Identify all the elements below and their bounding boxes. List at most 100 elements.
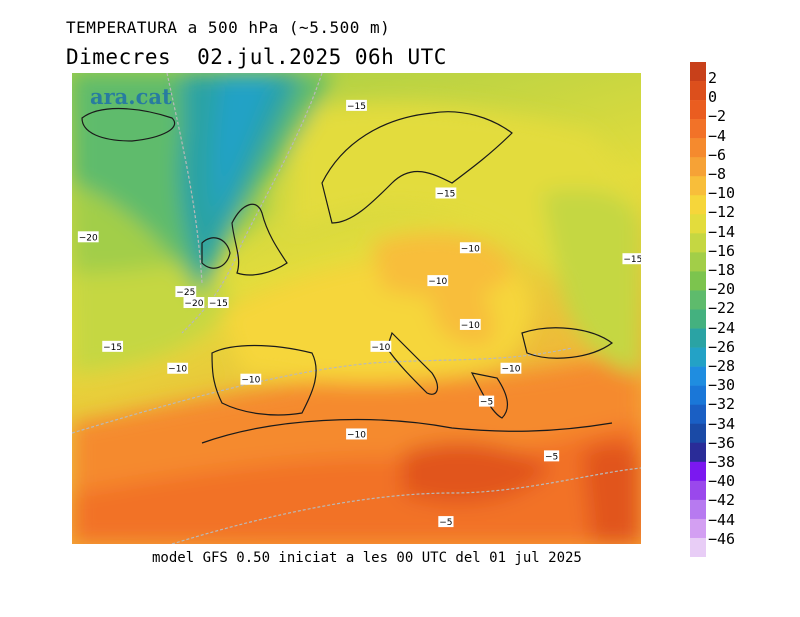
contour-label-text: −20 bbox=[184, 299, 203, 309]
contour-label: −25 bbox=[175, 286, 197, 298]
coast-italy bbox=[386, 331, 439, 395]
yellow-green-north bbox=[292, 102, 641, 313]
contour-label: −5 bbox=[543, 450, 560, 462]
contour-label-bg bbox=[543, 450, 560, 462]
contour-label: −15 bbox=[435, 187, 457, 199]
contour-label-bg bbox=[435, 187, 457, 199]
contour-label: −5 bbox=[478, 395, 495, 408]
contour-label-bg bbox=[427, 275, 449, 287]
legend-swatch bbox=[690, 119, 706, 139]
contour-label: −15 bbox=[346, 99, 367, 112]
coast-greece bbox=[470, 372, 509, 419]
map-title: TEMPERATURA a 500 hPa (~5.500 m) bbox=[66, 18, 391, 37]
legend-swatch bbox=[690, 62, 706, 82]
lime-east bbox=[542, 189, 641, 373]
legend-swatch bbox=[690, 518, 706, 539]
legend-label: −8 bbox=[708, 165, 727, 183]
contour-label-text: −15 bbox=[436, 189, 455, 199]
legend-label: −46 bbox=[708, 529, 736, 548]
legend-swatch bbox=[690, 404, 706, 425]
legend-swatch bbox=[690, 347, 706, 367]
legend-label: −34 bbox=[708, 414, 736, 433]
isotherm-m15 bbox=[181, 73, 323, 334]
contour-label-bg bbox=[240, 373, 262, 385]
contour-label-text: −10 bbox=[241, 376, 260, 386]
legend-swatch bbox=[690, 385, 706, 405]
contour-label-text: −15 bbox=[103, 343, 122, 353]
contour-label-bg bbox=[346, 99, 367, 111]
coast-iberia bbox=[211, 344, 317, 416]
contour-label: −10 bbox=[459, 318, 481, 331]
contour-label: −5 bbox=[438, 516, 454, 528]
contour-label-bg bbox=[459, 242, 481, 254]
aracat-logo: ara.cat bbox=[90, 84, 172, 109]
contour-label: −10 bbox=[167, 362, 189, 375]
coast-north-africa bbox=[201, 418, 613, 444]
legend-label: −20 bbox=[708, 280, 736, 299]
contour-label-text: −25 bbox=[176, 288, 195, 298]
contour-label-text: −15 bbox=[347, 102, 366, 112]
legend-swatch bbox=[690, 233, 706, 253]
contour-label-bg bbox=[622, 253, 641, 265]
legend-label: −30 bbox=[708, 376, 736, 395]
contour-label: −20 bbox=[77, 231, 99, 243]
isotherm-m5 bbox=[171, 467, 641, 544]
legend-swatch bbox=[690, 271, 706, 291]
coast-black-sea bbox=[521, 327, 614, 359]
contour-label: −15 bbox=[622, 253, 641, 265]
contour-label: −10 bbox=[346, 428, 367, 440]
legend-label: −16 bbox=[708, 241, 736, 260]
legend-swatch bbox=[690, 252, 706, 272]
contour-label-text: −10 bbox=[371, 343, 390, 353]
legend-label: −18 bbox=[708, 261, 736, 279]
contour-label-text: −10 bbox=[428, 277, 447, 287]
legend-swatch bbox=[690, 176, 706, 196]
contour-label-text: −5 bbox=[480, 398, 493, 408]
contour-label-bg bbox=[183, 297, 205, 309]
temperature-map: −15−15−15−10−10−10−10−10−20−25−20 −15−15−… bbox=[72, 73, 641, 544]
contour-label-bg bbox=[478, 395, 495, 407]
contour-label-bg bbox=[175, 286, 197, 298]
hot-core-egypt bbox=[402, 442, 552, 504]
coast-britain bbox=[231, 203, 288, 276]
legend-swatch bbox=[690, 366, 706, 386]
legend-label: −22 bbox=[708, 299, 736, 318]
legend-label: −26 bbox=[708, 337, 736, 356]
contour-label: −10 bbox=[240, 373, 262, 386]
legend-label: −6 bbox=[708, 145, 727, 164]
legend-swatch bbox=[690, 290, 706, 310]
contour-label-bg bbox=[77, 231, 99, 243]
contour-label-text: −10 bbox=[168, 365, 187, 375]
coast-scandinavia bbox=[321, 111, 513, 224]
contour-label: −15 bbox=[102, 340, 124, 353]
model-info-footer: model GFS 0.50 iniciat a les 00 UTC del … bbox=[152, 550, 582, 566]
legend-label: −44 bbox=[708, 510, 736, 529]
legend-swatch bbox=[690, 480, 706, 501]
contour-label-bg bbox=[346, 428, 367, 440]
legend-swatch bbox=[690, 423, 706, 444]
contour-label-bg bbox=[207, 297, 229, 309]
isotherm-m10 bbox=[72, 347, 573, 434]
contour-label-bg bbox=[459, 318, 481, 330]
contour-label-bg bbox=[500, 362, 522, 374]
hot-core-levant bbox=[582, 442, 641, 544]
legend-swatch bbox=[690, 81, 706, 101]
contour-label-text: −5 bbox=[545, 452, 558, 462]
legend-swatch bbox=[690, 195, 706, 215]
legend-label: −14 bbox=[708, 222, 736, 241]
contour-label-bg bbox=[438, 516, 454, 528]
legend-swatch bbox=[690, 537, 706, 557]
map-subtitle: Dimecres 02.jul.2025 06h UTC bbox=[66, 45, 473, 69]
legend-label: −32 bbox=[708, 395, 736, 414]
legend-label: −4 bbox=[708, 126, 727, 145]
legend-swatch bbox=[690, 138, 706, 158]
contour-label-bg bbox=[370, 340, 392, 352]
legend-label: −38 bbox=[708, 453, 736, 471]
contour-label: −15 bbox=[207, 297, 229, 309]
contour-label: −10 bbox=[427, 275, 449, 287]
legend-swatch bbox=[690, 461, 706, 482]
contour-label: −20 bbox=[183, 297, 205, 309]
contour-labels: −15−15−15−10−10−10−10−10−20−25−20 −15−15−… bbox=[77, 99, 641, 528]
legend-label: −40 bbox=[708, 472, 736, 491]
legend-swatch bbox=[690, 214, 706, 234]
